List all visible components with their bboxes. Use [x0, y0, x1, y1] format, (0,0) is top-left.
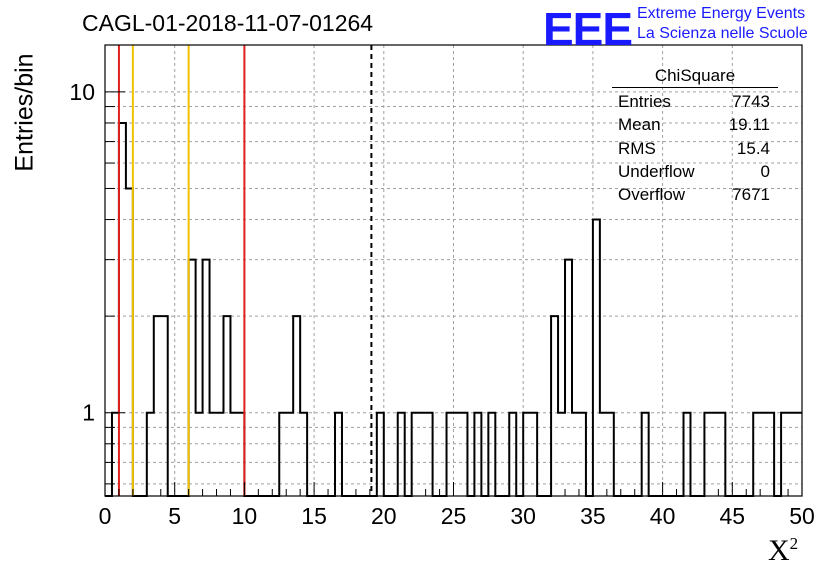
histogram-bin [335, 413, 342, 496]
histogram-bin [126, 188, 133, 496]
histogram-bin [419, 413, 426, 496]
x-tick-label: 45 [720, 503, 746, 529]
stats-label: Overflow [618, 185, 686, 205]
x-tick-label: 35 [580, 503, 606, 529]
x-tick-label: 15 [301, 503, 327, 529]
stats-value: 0 [760, 161, 770, 181]
x-tick-label: 5 [168, 503, 181, 529]
histogram-bin [447, 413, 454, 496]
histogram-bin [286, 413, 293, 496]
stats-label: Mean [618, 115, 661, 135]
histogram-bin [237, 413, 244, 496]
histogram-bin [377, 413, 384, 496]
histogram-bin [704, 413, 711, 496]
histogram-bin [454, 413, 461, 496]
histogram-bin [203, 260, 210, 496]
histogram-bin [760, 413, 767, 496]
histogram-bin [398, 413, 405, 496]
histogram-bin [781, 413, 788, 496]
histogram-bin [161, 316, 168, 496]
stats-row-underflow: Underflow 0 [612, 160, 778, 183]
histogram-bin [300, 413, 307, 496]
stats-box-title: ChiSquare [612, 66, 778, 88]
x-tick-label: 0 [99, 503, 112, 529]
histogram-bin [795, 413, 802, 496]
stats-label: RMS [618, 138, 656, 158]
histogram-bin [642, 413, 649, 496]
brand-line-1: Extreme Energy Events [637, 5, 806, 22]
histogram-bin [119, 123, 126, 496]
histogram-bin [600, 413, 607, 496]
stats-value: 7671 [732, 185, 770, 205]
histogram-bin [474, 413, 481, 496]
y-axis-label: Entries/bin [10, 53, 39, 172]
histogram-bin [230, 413, 237, 496]
chart-title: CAGL-01-2018-11-07-01264 [82, 10, 374, 36]
x-tick-label: 20 [371, 503, 397, 529]
brand-line-2: La Scienza nelle Scuole [637, 25, 808, 42]
histogram-bin [572, 413, 579, 496]
histogram-bin [426, 413, 433, 496]
histogram-bin [523, 413, 530, 496]
stats-row-entries: Entries 7743 [612, 90, 778, 113]
stats-value: 7743 [732, 92, 770, 111]
x-tick-label: 40 [650, 503, 676, 529]
histogram-bin [579, 413, 586, 496]
histogram-bin [788, 413, 795, 496]
histogram-bin [460, 413, 467, 496]
histogram-bin [154, 316, 161, 496]
histogram-bin [189, 260, 196, 496]
histogram-bin [593, 220, 600, 496]
histogram-bin [210, 413, 217, 496]
histogram-bin [558, 413, 565, 496]
histogram-bin [551, 316, 558, 496]
histogram-bin [293, 316, 300, 496]
x-axis-label: X2 [768, 534, 798, 568]
stats-value: 15.4 [736, 138, 770, 158]
x-axis-label-base: X [768, 534, 790, 567]
histogram-bin [753, 413, 760, 496]
x-axis-label-exponent: 2 [789, 534, 799, 553]
histogram-bin [488, 413, 495, 496]
histogram-bin [217, 413, 224, 496]
stats-row-overflow: Overflow 7671 [612, 183, 778, 206]
histogram-bin [767, 413, 774, 496]
histogram-bin [607, 413, 614, 496]
x-tick-label: 25 [441, 503, 467, 529]
stats-box: ChiSquare Entries 7743 Mean 19.11 RMS 15.4 … [612, 66, 778, 206]
stats-label: Entries [618, 92, 671, 111]
histogram-bin [684, 413, 691, 496]
histogram-bin [223, 316, 230, 496]
eee-logo: EEE [543, 3, 633, 55]
y-tick-label: 1 [82, 400, 95, 426]
x-tick-label: 30 [510, 503, 536, 529]
stats-label: Underflow [618, 161, 695, 181]
stats-row-rms: RMS 15.4 [612, 137, 778, 160]
histogram-bin [412, 413, 419, 496]
stats-row-mean: Mean 19.11 [612, 113, 778, 136]
x-tick-label: 50 [789, 503, 815, 529]
histogram-bin [530, 413, 537, 496]
histogram-bin [711, 413, 718, 496]
stats-value: 19.11 [728, 115, 770, 135]
histogram-bin [147, 413, 154, 496]
histogram-bin [279, 413, 286, 496]
histogram-bin [718, 413, 725, 496]
histogram-bin [565, 260, 572, 496]
x-tick-label: 10 [232, 503, 258, 529]
y-tick-label: 10 [69, 79, 95, 105]
histogram-bin [509, 413, 516, 496]
histogram-bin [196, 413, 203, 496]
